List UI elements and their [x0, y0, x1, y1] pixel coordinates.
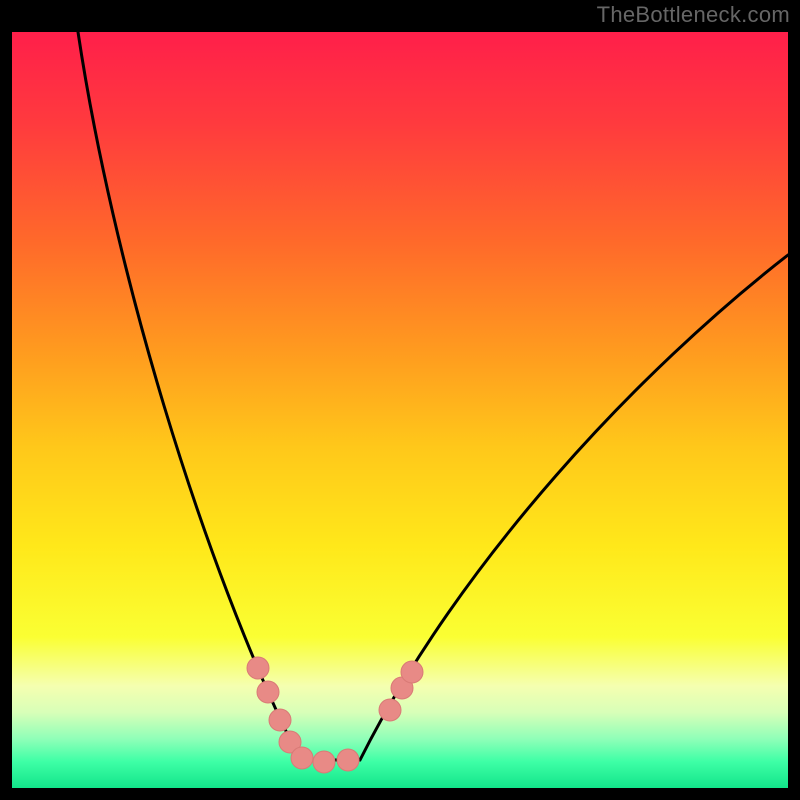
background [0, 0, 800, 800]
watermark-text: TheBottleneck.com [597, 2, 790, 28]
gradient-fill [12, 32, 788, 788]
frame-right [788, 0, 800, 800]
chart-stage: TheBottleneck.com [0, 0, 800, 800]
frame-left [0, 0, 12, 800]
frame-bottom [0, 788, 800, 800]
